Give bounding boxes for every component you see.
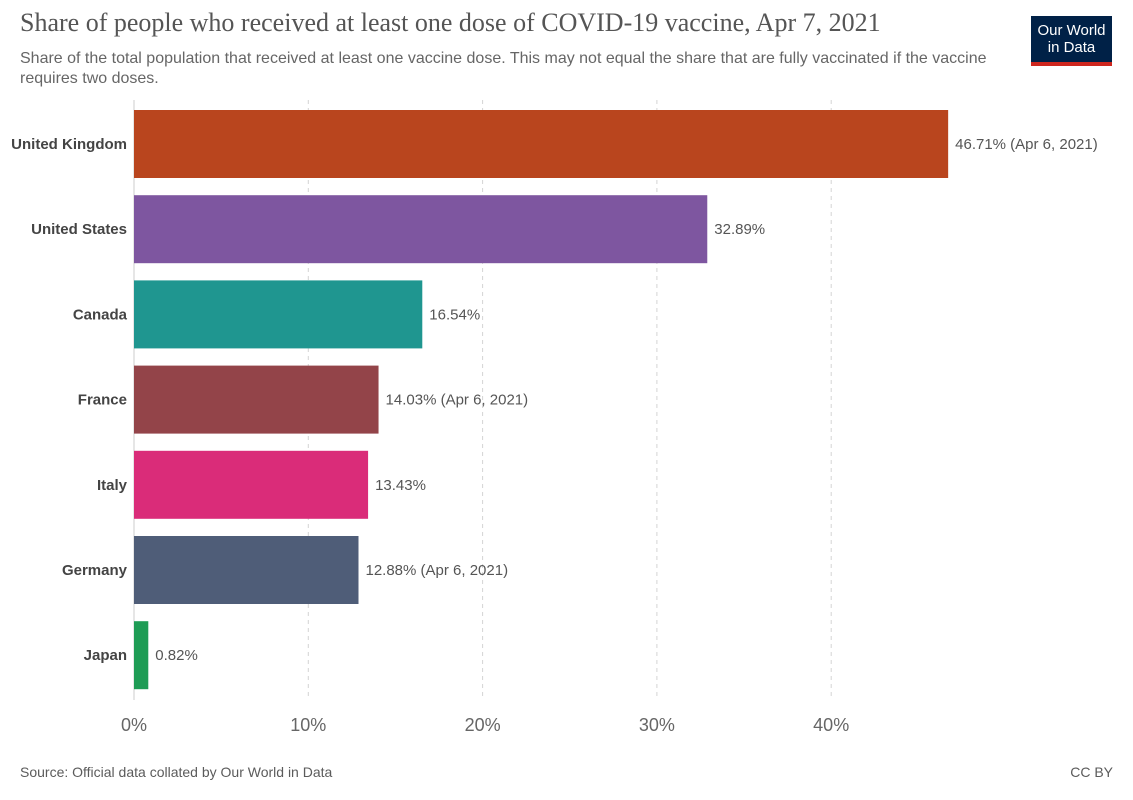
value-label: 12.88% (Apr 6, 2021) <box>365 562 508 579</box>
value-label: 16.54% <box>429 306 480 323</box>
bar <box>134 365 379 434</box>
x-tick-label: 0% <box>121 715 147 735</box>
value-label: 13.43% <box>375 477 426 494</box>
logo-line-2: in Data <box>1047 39 1096 56</box>
x-tick-label: 10% <box>290 715 326 735</box>
license-link[interactable]: CC BY <box>1070 764 1113 780</box>
bar <box>134 621 149 690</box>
source-note: Source: Official data collated by Our Wo… <box>20 764 333 780</box>
category-label: United Kingdom <box>11 136 127 153</box>
chart-subtitle: Share of the total population that recei… <box>20 50 987 87</box>
category-label: Germany <box>62 562 128 579</box>
x-tick-label: 20% <box>465 715 501 735</box>
logo-line-1: Our World <box>1037 22 1106 39</box>
labels: United Kingdom 46.71% (Apr 6, 2021) United… <box>11 136 1098 664</box>
x-tick-label: 30% <box>639 715 675 735</box>
bar <box>134 450 369 519</box>
value-label: 32.89% <box>714 221 765 238</box>
value-label: 14.03% (Apr 6, 2021) <box>386 392 529 409</box>
category-label: Canada <box>73 306 128 323</box>
value-label: 46.71% (Apr 6, 2021) <box>955 136 1098 153</box>
category-label: Japan <box>84 647 127 664</box>
x-tick-label: 40% <box>813 715 849 735</box>
owid-logo[interactable]: Our World in Data <box>1031 16 1112 66</box>
category-label: United States <box>31 221 127 238</box>
category-label: France <box>78 392 127 409</box>
category-label: Italy <box>97 477 128 494</box>
bar <box>134 195 708 264</box>
bar <box>134 536 359 604</box>
value-label: 0.82% <box>155 647 198 664</box>
chart-title: Share of people who received at least on… <box>20 8 881 37</box>
bars <box>134 110 949 690</box>
x-axis: 0% 10% 20% 30% 40% <box>121 715 849 735</box>
bar <box>134 280 423 349</box>
bar <box>134 110 949 178</box>
